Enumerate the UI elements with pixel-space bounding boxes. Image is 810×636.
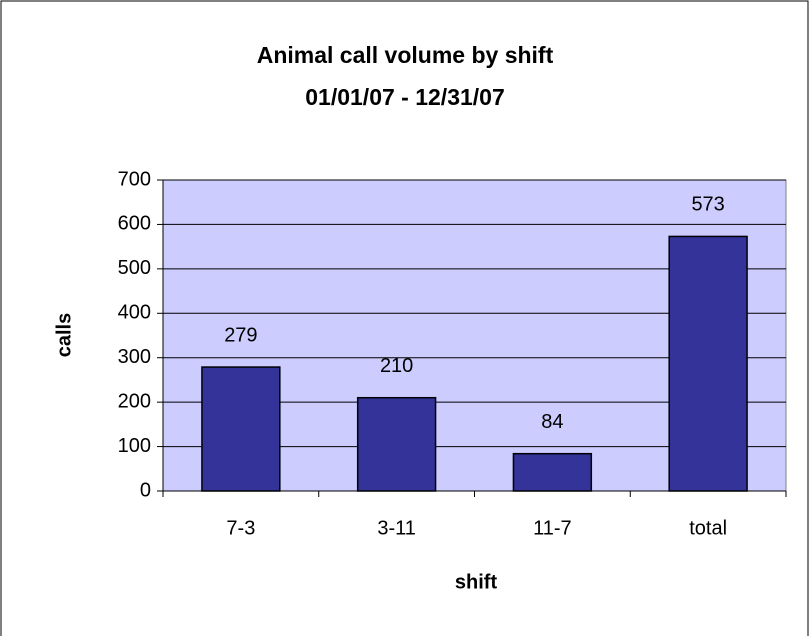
x-tick-label: 3-11 <box>377 517 416 539</box>
data-label: 210 <box>380 355 413 377</box>
x-tick-label: 11-7 <box>533 517 572 539</box>
data-label: 279 <box>224 324 257 346</box>
y-tick-label: 600 <box>118 213 151 235</box>
bar <box>512 452 593 492</box>
x-tick-label: total <box>689 517 727 539</box>
chart-subtitle: 01/01/07 - 12/31/07 <box>305 84 505 110</box>
bar <box>201 366 281 492</box>
y-tick-label: 200 <box>118 390 151 412</box>
x-tick-label: 7-3 <box>226 517 255 539</box>
y-tick-label: 0 <box>140 479 151 501</box>
chart-title: Animal call volume by shift <box>257 42 554 68</box>
bar <box>356 396 437 492</box>
y-tick-label: 100 <box>118 435 151 457</box>
bar <box>668 235 748 492</box>
y-tick-label: 300 <box>118 346 151 368</box>
y-tick-label: 400 <box>118 302 151 324</box>
x-axis-label: shift <box>455 571 498 593</box>
data-label: 573 <box>691 194 724 216</box>
y-tick-label: 500 <box>118 257 151 279</box>
data-label: 84 <box>541 411 563 433</box>
y-axis-label: calls <box>53 313 75 357</box>
y-tick-label: 700 <box>118 168 151 190</box>
